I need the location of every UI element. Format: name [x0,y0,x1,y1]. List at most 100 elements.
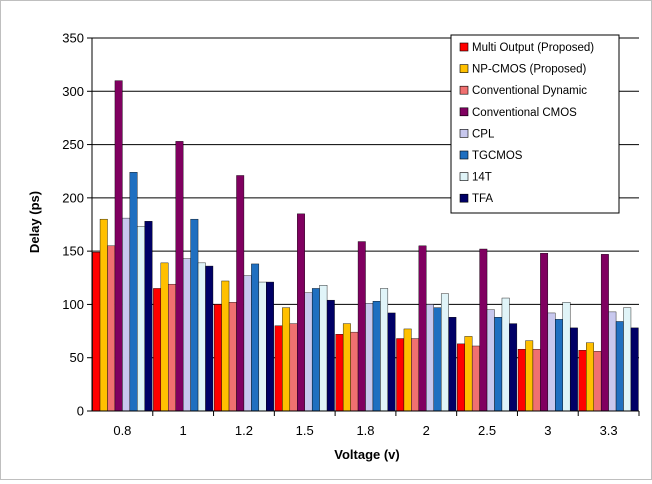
x-tick-label: 1.8 [356,423,374,438]
bar [190,218,199,412]
bar [228,302,237,412]
bar [547,312,556,412]
bar [197,262,206,412]
bar [623,307,632,412]
bar [107,245,116,412]
x-tick-label: 1.2 [235,423,253,438]
y-tick-label: 100 [62,297,84,312]
legend-item: TGCMOS [459,150,523,162]
bar [532,348,541,412]
bar [471,345,480,412]
bar [600,254,609,412]
y-tick-label: 150 [62,244,84,259]
x-tick-label: 0.8 [113,423,131,438]
bar [282,307,291,412]
legend-item: CPL [459,128,495,140]
bar [562,302,571,412]
bar [266,281,274,412]
bar [319,285,328,412]
legend-label: TFA [472,193,493,205]
legend-label: Multi Output (Proposed) [472,42,594,54]
y-axis-title: Delay (ps) [27,191,42,253]
bar [615,321,624,412]
bar [289,323,298,412]
bar [99,218,108,412]
bar [540,253,549,412]
legend-box [450,34,620,214]
bar [426,304,434,412]
bar [182,258,191,412]
bar [350,331,359,412]
bar [578,350,587,412]
bar [525,340,534,412]
bar [129,172,138,412]
bar [168,283,176,412]
x-tick-label: 3 [544,423,551,438]
bar [357,241,366,412]
bar [630,327,639,412]
bar [144,221,153,412]
legend-label: NP-CMOS (Proposed) [472,64,587,76]
y-tick-label: 200 [62,190,84,205]
bar [274,325,283,412]
bar [433,307,442,412]
bar [555,319,563,412]
legend-item: Conventional Dynamic [459,85,587,97]
legend-item: Multi Output (Proposed) [459,42,594,54]
bar [114,80,123,412]
legend-item: 14T [459,172,492,184]
x-axis-title: Voltage (v) [334,447,400,462]
bar [380,288,389,412]
bar [440,293,449,412]
legend-swatch [459,129,469,138]
legend-label: 14T [472,172,492,184]
bar [236,175,245,412]
bars [92,80,639,412]
y-tick-label: 250 [62,137,84,152]
legend-label: TGCMOS [472,150,523,162]
tick-labels: 0 50 100 150 200 250 300 350 0.8 1 1.2 1.5 1.8 2 2.5 3 3… [62,31,617,439]
bar [569,327,578,412]
x-tick-label: 1 [180,423,187,438]
legend-swatch [459,42,469,52]
bar [311,288,320,412]
bar [372,301,381,412]
legend-swatch [459,64,469,73]
y-tick-label: 350 [62,31,84,46]
bar [479,248,488,412]
bar [365,303,374,412]
bar [448,317,457,412]
x-tick-label: 2.5 [478,423,496,438]
legend-swatch [459,107,469,117]
y-tick-label: 50 [70,350,84,365]
axes [91,38,639,412]
bar [342,323,351,412]
x-tick-label: 3.3 [600,423,618,438]
y-tick-label: 300 [62,84,84,99]
bar [153,288,162,412]
legend-item: NP-CMOS (Proposed) [459,64,587,76]
legend-label: Conventional Dynamic [472,85,587,97]
bar [411,338,420,412]
bar [335,334,344,412]
bar [205,265,214,412]
bar [258,281,267,412]
bar [243,275,252,412]
bar [517,348,526,412]
bar [251,263,260,412]
legend-swatch [459,85,469,95]
x-tick-label: 1.5 [296,423,314,438]
bar [175,141,184,412]
bar [486,309,495,412]
bar [418,245,427,412]
bar [509,323,518,412]
legend-swatch [459,193,469,203]
x-tick-label: 2 [423,423,430,438]
bar [213,304,222,412]
bar [160,262,169,412]
legend-swatch [459,150,469,160]
bar [122,217,131,412]
bar [403,328,412,412]
bar [501,297,510,412]
